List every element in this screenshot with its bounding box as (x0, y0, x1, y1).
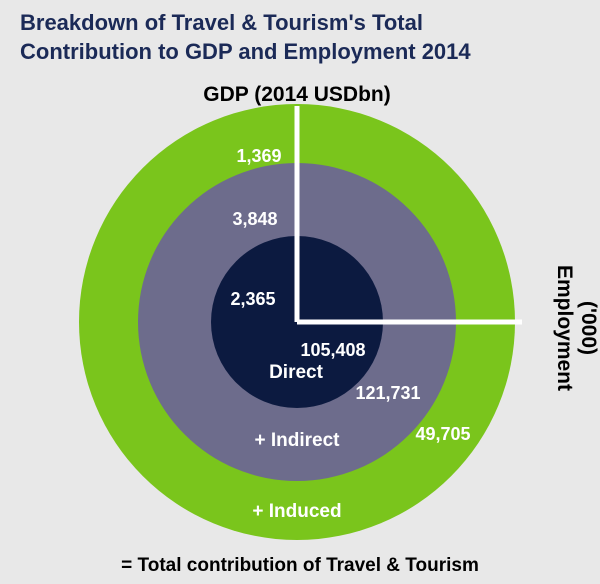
gdp-indirect-value: 3,848 (232, 209, 277, 229)
employment-induced-value: 49,705 (415, 424, 470, 444)
employment-axis-label: Employment ('000) (553, 265, 600, 391)
ring-label-direct: Direct (269, 362, 324, 383)
chart-title-line2: Contribution to GDP and Employment 2014 (20, 39, 471, 64)
employment-direct-value: 105,408 (300, 340, 365, 360)
chart-title: Breakdown of Travel & Tourism's Total Co… (20, 8, 471, 66)
gdp-direct-value: 2,365 (230, 289, 275, 309)
gdp-induced-value: 1,369 (236, 146, 281, 166)
ring-label-induced: + Induced (252, 501, 341, 522)
chart-title-line1: Breakdown of Travel & Tourism's Total (20, 10, 423, 35)
chart-footer: = Total contribution of Travel & Tourism (121, 555, 479, 576)
gdp-axis-label: GDP (2014 USDbn) (203, 83, 391, 106)
ring-label-indirect: + Indirect (255, 430, 341, 451)
employment-indirect-value: 121,731 (355, 383, 420, 403)
employment-axis-label-line2: ('000) (577, 301, 600, 355)
employment-axis-label-line1: Employment (553, 265, 576, 391)
